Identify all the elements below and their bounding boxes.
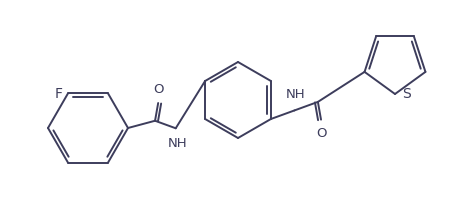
Text: NH: NH — [168, 137, 188, 150]
Text: NH: NH — [285, 88, 305, 101]
Text: S: S — [402, 87, 411, 101]
Text: O: O — [153, 83, 164, 96]
Text: O: O — [316, 127, 326, 140]
Text: F: F — [55, 87, 63, 101]
